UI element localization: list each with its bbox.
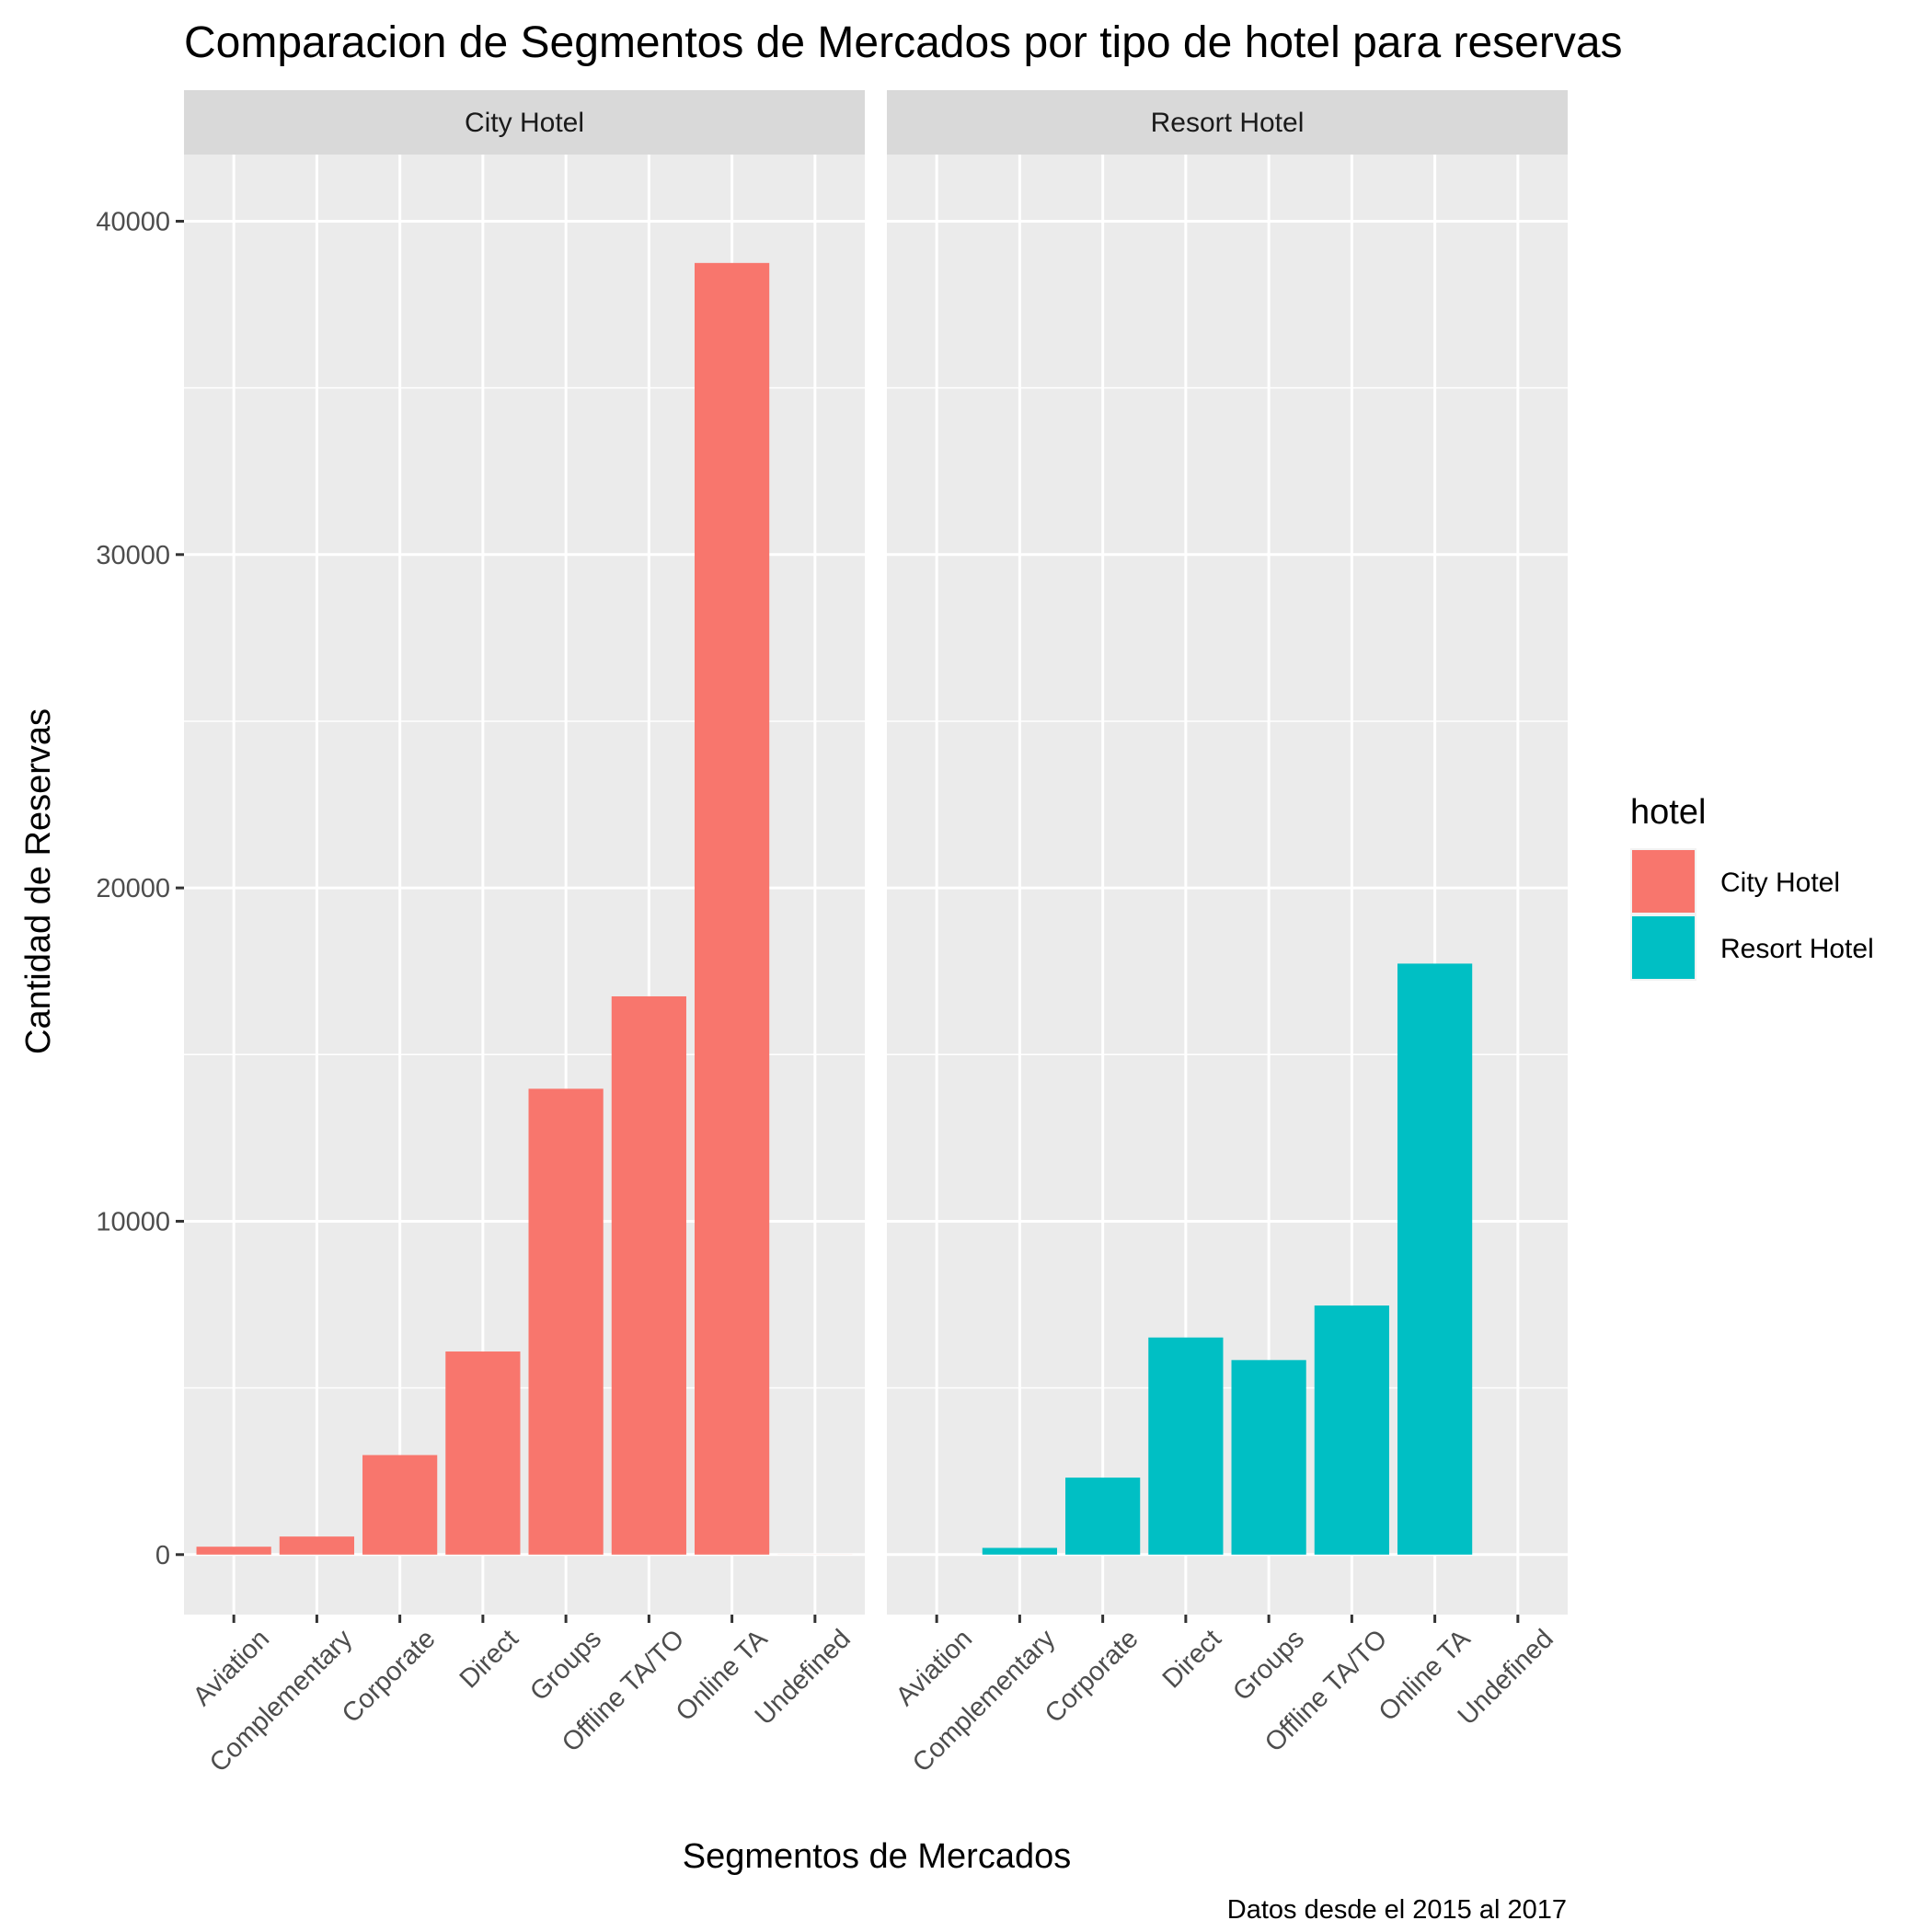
bar-online-ta — [695, 262, 770, 1555]
legend-swatch — [1632, 916, 1695, 979]
bar-offline-ta-to — [1314, 1305, 1389, 1555]
bar-aviation — [196, 1547, 271, 1555]
y-axis: 0 10000 20000 30000 40000 — [96, 207, 184, 1570]
bar-complementary — [982, 1547, 1057, 1555]
bar-groups — [528, 1088, 604, 1555]
bar-direct — [445, 1351, 521, 1555]
bar-direct — [1148, 1337, 1224, 1555]
legend: hotel City Hotel Resort Hotel — [1630, 793, 1874, 981]
x-tick-label: Groups — [524, 1624, 607, 1707]
y-tick-label: 0 — [155, 1541, 170, 1570]
y-tick-label: 40000 — [96, 207, 170, 236]
y-tick-label: 20000 — [96, 874, 170, 903]
x-tick-label: Groups — [1227, 1624, 1310, 1707]
y-tick-label: 10000 — [96, 1207, 170, 1236]
bar-offline-ta-to — [611, 995, 686, 1555]
legend-item: City Hotel — [1630, 848, 1840, 914]
x-axis-title: Segmentos de Mercados — [683, 1837, 1071, 1876]
facet-strip — [184, 90, 865, 155]
legend-item: Resort Hotel — [1630, 914, 1874, 981]
y-tick-label: 30000 — [96, 541, 170, 570]
caption: Datos desde el 2015 al 2017 — [1227, 1895, 1567, 1925]
facet-panels: City HotelAviationComplementaryCorporate… — [184, 90, 1568, 1778]
legend-label: Resort Hotel — [1720, 934, 1874, 964]
bar-corporate — [362, 1455, 438, 1555]
bar-complementary — [279, 1536, 354, 1555]
facet-panel-0: City HotelAviationComplementaryCorporate… — [184, 90, 865, 1778]
x-tick-label: Direct — [1157, 1624, 1227, 1694]
bar-corporate — [1065, 1478, 1141, 1555]
bar-online-ta — [1397, 963, 1473, 1555]
legend-title: hotel — [1630, 793, 1706, 832]
facet-strip-label: Resort Hotel — [1151, 108, 1305, 138]
legend-label: City Hotel — [1720, 868, 1840, 898]
bar-groups — [1231, 1360, 1306, 1555]
x-tick-label: Direct — [454, 1624, 524, 1694]
y-axis-title: Cantidad de Reservas — [19, 708, 58, 1054]
facet-strip — [887, 90, 1568, 155]
chart-title: Comparacion de Segmentos de Mercados por… — [184, 18, 1623, 67]
legend-swatch — [1632, 850, 1695, 913]
x-tick-label: Complementary — [204, 1624, 359, 1778]
facet-panel-1: Resort HotelAviationComplementaryCorpora… — [887, 90, 1568, 1778]
x-tick-label: Complementary — [907, 1624, 1062, 1778]
facet-strip-label: City Hotel — [465, 108, 584, 138]
